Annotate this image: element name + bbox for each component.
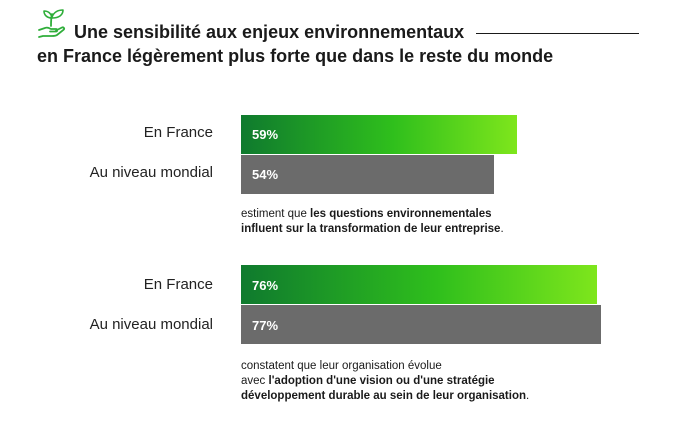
caption-text: constatent que leur organisation évolue: [241, 360, 442, 372]
plant-in-hand-icon: [38, 9, 66, 38]
bar-france-group-1: [241, 115, 517, 154]
caption-text: avec: [241, 375, 269, 387]
chart-title-line-2: en France légèrement plus forte que dans…: [37, 46, 554, 66]
caption-group-1: estiment que les questions environnement…: [241, 207, 504, 237]
category-label: En France: [143, 276, 213, 293]
caption-emphasis: influent sur la transformation de leur e…: [241, 223, 501, 235]
caption-emphasis: les questions environnementales: [310, 208, 492, 220]
bar-world-group-2: [241, 305, 601, 344]
chart-title-line-1: Une sensibilité aux enjeux environnement…: [74, 22, 465, 42]
bar-value-label: 77%: [252, 318, 279, 333]
bar-value-label: 59%: [252, 127, 279, 142]
bar-world-group-1: [241, 155, 494, 194]
caption-text: estiment que: [241, 208, 311, 220]
bar-france-group-2: [241, 265, 597, 304]
category-label: En France: [143, 124, 213, 141]
category-label: Au niveau mondial: [89, 316, 213, 333]
caption-group-2: constatent que leur organisation évolue …: [241, 359, 529, 404]
caption-emphasis: développement durable au sein de leur or…: [241, 390, 527, 402]
caption-text: .: [500, 223, 504, 235]
bar-value-label: 54%: [252, 167, 279, 182]
title-divider: [476, 33, 639, 34]
caption-text: .: [526, 390, 530, 402]
caption-emphasis: l'adoption d'une vision ou d'une stratég…: [268, 375, 495, 387]
bar-value-label: 76%: [252, 278, 279, 293]
category-label: Au niveau mondial: [89, 164, 213, 181]
